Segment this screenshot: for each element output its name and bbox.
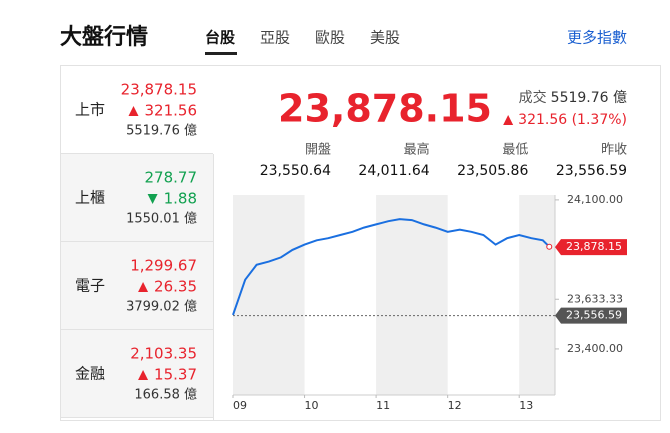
quote-change: 321.56 (1.37%) [518, 112, 627, 128]
market-volume: 166.58 億 [134, 387, 197, 403]
market-row[interactable] [61, 66, 213, 153]
price-line [232, 218, 551, 316]
market-row[interactable] [61, 242, 213, 329]
market-change: 26.35 [154, 278, 197, 296]
y-tick-label: 24,100.00 [567, 193, 623, 206]
tab[interactable]: 歐股 [315, 29, 345, 47]
reference-tag: 23,556.59 [566, 309, 622, 322]
more-link[interactable]: 更多指數 [567, 29, 627, 47]
market-name: 電子 [75, 277, 105, 295]
last-point [546, 243, 553, 250]
market-volume: 5519.76 億 [126, 123, 197, 139]
market-change: 1.88 [164, 190, 197, 208]
change-arrow [147, 194, 158, 204]
stat-value: 24,011.64 [358, 163, 429, 179]
stat-value: 23,556.59 [556, 163, 627, 179]
y-tick-label: 23,633.33 [567, 292, 623, 305]
panel [60, 65, 661, 421]
quote-volume-label: 成交 [519, 89, 547, 106]
y-tick-label: 23,400.00 [567, 342, 623, 355]
change-arrow [128, 106, 139, 116]
tab[interactable]: 台股 [205, 29, 236, 47]
market-change: 15.37 [154, 366, 197, 384]
tab[interactable]: 亞股 [260, 29, 290, 47]
x-tick-label: 11 [376, 399, 390, 412]
session-shade [519, 195, 555, 395]
stat-label: 昨收 [601, 143, 627, 158]
stat-value: 23,550.64 [260, 163, 331, 179]
stat-label: 最高 [404, 142, 430, 158]
last-price-tag-box [555, 239, 627, 256]
quote-arrow [503, 115, 514, 125]
market-price: 1,299.67 [130, 257, 197, 275]
session-shade [233, 195, 305, 395]
session-shade [376, 195, 448, 395]
title: 大盤行情 [60, 24, 148, 50]
market-name: 金融 [75, 365, 105, 383]
market-row[interactable] [61, 154, 213, 241]
stat-value: 23,505.86 [457, 163, 528, 179]
market-change: 321.56 [145, 102, 198, 120]
market-row[interactable] [61, 330, 213, 417]
market-price: 2,103.35 [130, 345, 197, 363]
x-tick-label: 10 [305, 399, 319, 412]
market-name: 上市 [75, 101, 105, 119]
stat-label: 開盤 [305, 143, 331, 158]
quote-volume: 5519.76 億 [551, 90, 627, 106]
reference-tag-box [555, 307, 627, 324]
market-name: 上櫃 [75, 189, 105, 207]
market-price: 23,878.15 [121, 81, 197, 99]
market-volume: 3799.02 億 [126, 299, 197, 315]
change-arrow [138, 370, 149, 380]
change-arrow [138, 282, 149, 292]
last-price-tag: 23,878.15 [566, 240, 622, 253]
tab[interactable]: 美股 [370, 29, 400, 47]
quote-price: 23,878.15 [278, 87, 492, 131]
stat-label: 最低 [502, 143, 528, 158]
tab-underline [205, 52, 237, 55]
x-tick-label: 12 [448, 399, 462, 412]
x-tick-label: 13 [519, 399, 533, 412]
market-price: 278.77 [145, 169, 198, 187]
x-tick-label: 09 [233, 399, 247, 412]
market-volume: 1550.01 億 [126, 211, 197, 227]
